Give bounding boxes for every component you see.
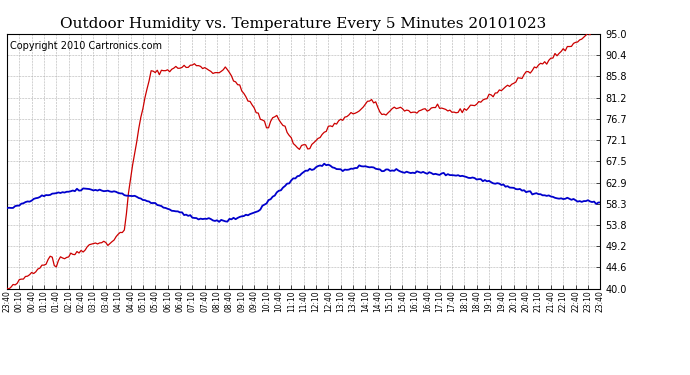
Text: Copyright 2010 Cartronics.com: Copyright 2010 Cartronics.com	[10, 41, 162, 51]
Title: Outdoor Humidity vs. Temperature Every 5 Minutes 20101023: Outdoor Humidity vs. Temperature Every 5…	[61, 17, 546, 31]
